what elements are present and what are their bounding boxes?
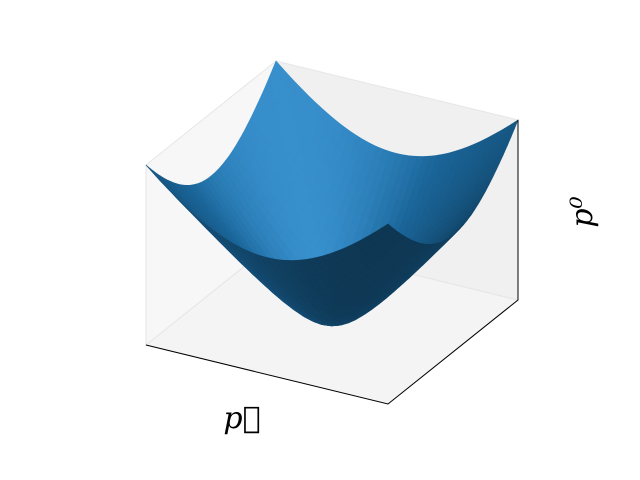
axis-line [145,120,519,405]
surface [145,60,519,327]
axis-edges [145,120,519,405]
surface-patch [380,223,393,232]
x-axis-label: p⃗ [223,401,260,436]
z-axis-label: p⁰ [565,196,600,227]
